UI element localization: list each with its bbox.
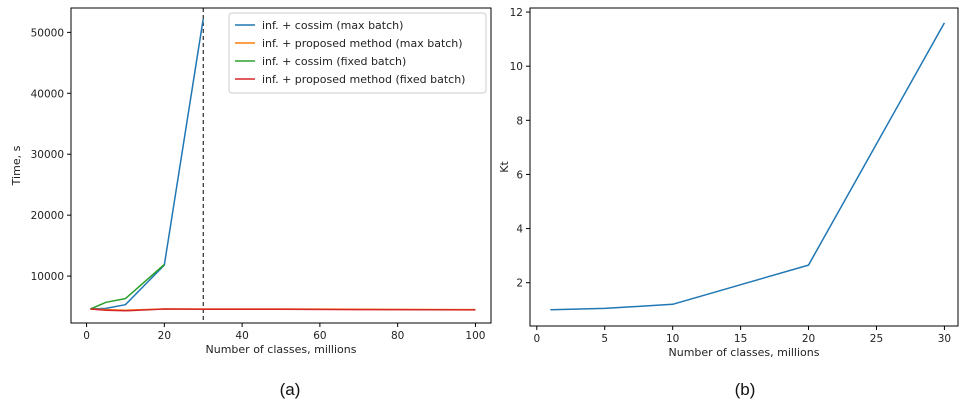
chart-a: 0 20 40 60 80 100 10000 20000 30000 40000 50000 Num… [10,7,492,399]
x-axis-label: Number of classes, millions [669,346,820,359]
legend-label: inf. + proposed method (max batch) [262,37,463,50]
x-axis-label: Number of classes, millions [206,343,357,356]
y-tick-label: 2 [516,278,523,290]
x-tick-label: 20 [158,330,171,342]
figure-caption: (a) [280,380,301,399]
series-line-1 [90,18,204,310]
y-tick-label: 4 [516,224,523,236]
y-tick-label: 6 [516,169,523,181]
series-line-3 [90,263,165,310]
x-tick-label: 10 [666,333,679,345]
legend-box [228,12,487,94]
y-tick-label: 10000 [31,271,64,283]
plot-frame [529,7,959,327]
y-tick-label: 10 [510,61,523,73]
figure-caption: (b) [735,380,756,399]
x-tick-label: 80 [391,330,404,342]
plot-frame [70,7,492,324]
y-axis-label: Time, s [10,145,23,186]
y-tick-label: 40000 [31,88,64,100]
x-tick-label: 15 [734,333,747,345]
x-tick-label: 25 [870,333,883,345]
legend-label: inf. + cossim (max batch) [262,19,403,32]
legend-label: inf. + proposed method (fixed batch) [262,73,465,86]
series-line-4 [90,308,476,312]
y-tick-label: 12 [510,7,523,19]
y-tick-label: 20000 [31,210,64,222]
chart-b: 0 5 10 15 20 25 30 2 4 6 8 10 12 Number of classes, m… [498,7,959,399]
series-line-1 [550,22,946,311]
x-tick-label: 40 [235,330,248,342]
x-tick-label: 30 [938,333,951,345]
y-tick-label: 8 [516,115,523,127]
x-tick-label: 0 [83,330,90,342]
x-tick-label: 0 [533,333,540,345]
y-axis-label: Kt [498,161,511,173]
x-tick-label: 5 [601,333,608,345]
x-tick-label: 100 [465,330,485,342]
y-tick-label: 30000 [31,149,64,161]
x-tick-label: 60 [313,330,326,342]
x-tick-label: 20 [802,333,815,345]
y-tick-label: 50000 [31,27,64,39]
legend-label: inf. + cossim (fixed batch) [262,55,406,68]
